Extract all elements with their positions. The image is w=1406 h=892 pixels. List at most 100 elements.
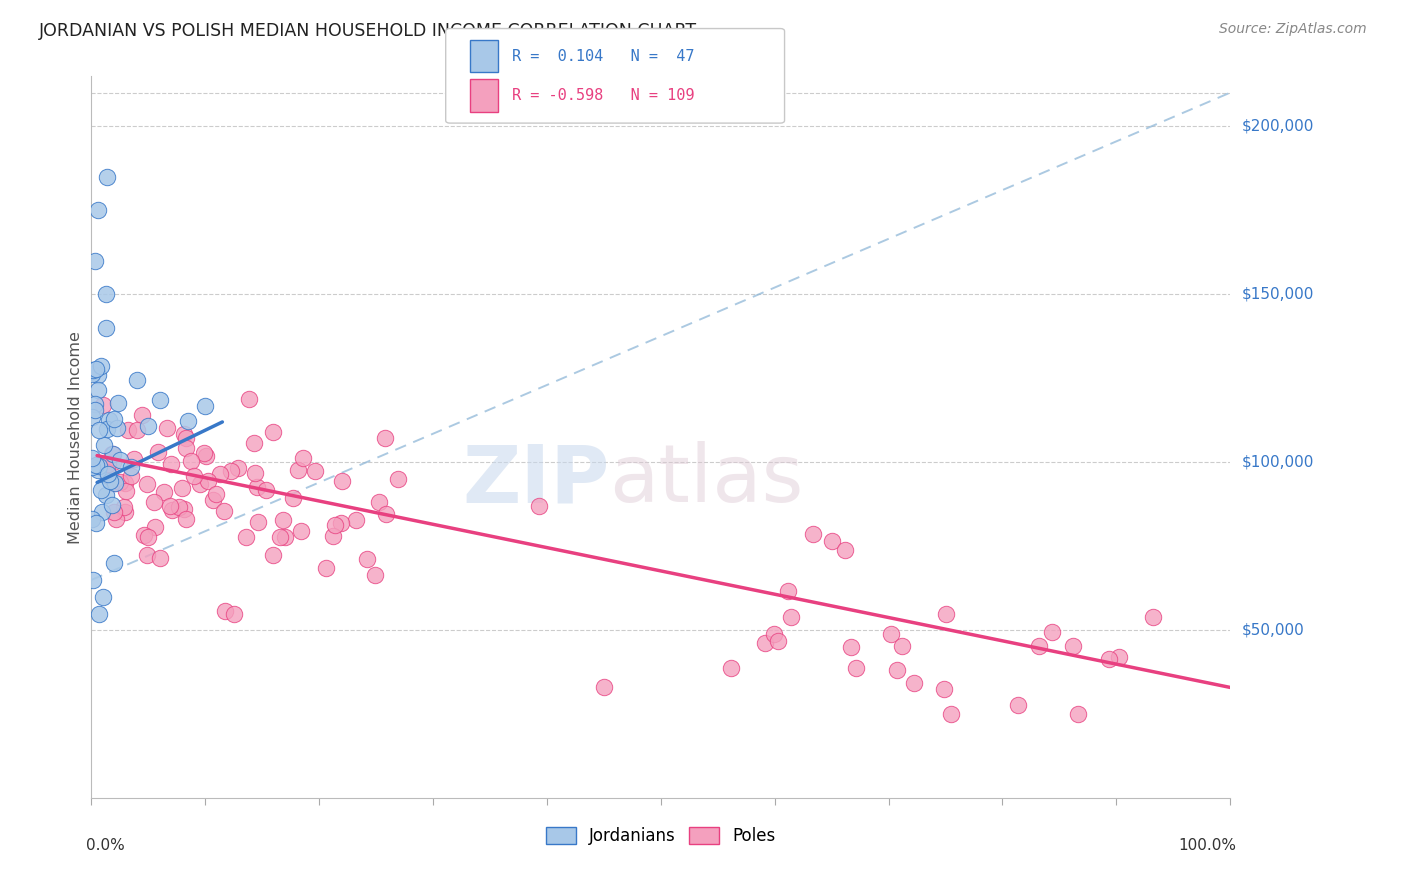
Point — [103, 505, 125, 519]
Point — [96, 422, 118, 436]
Point — [160, 457, 183, 471]
Point — [87, 203, 110, 218]
Point — [86, 362, 108, 376]
Point — [766, 634, 789, 648]
Point — [149, 392, 172, 407]
Point — [180, 454, 202, 468]
Point — [195, 449, 218, 463]
Point — [304, 464, 326, 478]
Point — [290, 524, 312, 538]
Point — [754, 636, 776, 650]
Point — [174, 431, 197, 445]
Point — [1062, 639, 1084, 653]
Point — [330, 474, 353, 488]
Point — [214, 604, 236, 618]
Point — [104, 476, 127, 491]
Point — [138, 418, 160, 433]
Point — [194, 400, 217, 414]
Point — [83, 402, 105, 417]
Point — [98, 474, 121, 488]
Point — [820, 533, 842, 548]
Point — [82, 451, 104, 466]
Point — [96, 466, 118, 480]
Point — [87, 463, 110, 477]
Point — [125, 423, 148, 437]
Point — [1007, 698, 1029, 712]
Point — [245, 480, 267, 494]
Point — [1098, 652, 1121, 666]
Point — [138, 530, 160, 544]
Point — [122, 452, 145, 467]
Point — [142, 494, 165, 508]
Point — [103, 556, 125, 570]
Point — [778, 584, 800, 599]
Point — [80, 368, 103, 382]
Point — [143, 519, 166, 533]
Point — [87, 607, 110, 621]
Point — [136, 476, 159, 491]
Text: JORDANIAN VS POLISH MEDIAN HOUSEHOLD INCOME CORRELATION CHART: JORDANIAN VS POLISH MEDIAN HOUSEHOLD INC… — [39, 22, 697, 40]
Point — [167, 500, 190, 514]
Point — [90, 359, 112, 373]
Point — [246, 516, 269, 530]
Point — [934, 682, 956, 697]
Point — [387, 472, 409, 486]
Legend: Jordanians, Poles: Jordanians, Poles — [538, 820, 783, 852]
Point — [934, 607, 956, 622]
Text: Source: ZipAtlas.com: Source: ZipAtlas.com — [1219, 22, 1367, 37]
Point — [939, 707, 962, 722]
Point — [96, 169, 118, 184]
Point — [174, 441, 197, 455]
Point — [91, 504, 114, 518]
Point — [108, 452, 131, 467]
Point — [80, 409, 103, 424]
Point — [94, 321, 117, 335]
Point — [208, 467, 231, 482]
Text: $150,000: $150,000 — [1241, 286, 1313, 301]
Point — [173, 426, 195, 441]
Point — [87, 423, 110, 437]
Point — [374, 431, 396, 445]
Point — [1066, 707, 1088, 722]
Point — [97, 457, 120, 471]
Point — [91, 398, 114, 412]
Point — [720, 661, 742, 675]
Point — [86, 458, 108, 473]
Point — [839, 640, 862, 655]
Point — [273, 530, 295, 544]
Point — [87, 384, 110, 398]
Point — [173, 501, 195, 516]
Point — [245, 467, 267, 481]
Point — [903, 676, 925, 690]
Point — [112, 500, 135, 515]
Point — [83, 397, 105, 411]
Point — [152, 484, 174, 499]
Point — [235, 530, 257, 544]
Point — [291, 450, 314, 465]
Point — [107, 396, 129, 410]
Point — [100, 498, 122, 512]
Point — [212, 503, 235, 517]
Point — [243, 436, 266, 450]
Point — [172, 481, 194, 495]
Point — [183, 468, 205, 483]
Point — [356, 551, 378, 566]
Point — [159, 499, 181, 513]
Point — [132, 528, 155, 542]
Point — [193, 446, 215, 460]
Point — [135, 549, 157, 563]
Point — [780, 610, 803, 624]
Point — [101, 447, 124, 461]
Point — [87, 458, 110, 473]
Point — [205, 486, 228, 500]
Point — [593, 681, 616, 695]
Point — [262, 425, 284, 439]
Point — [114, 484, 136, 499]
Point — [834, 543, 856, 558]
Text: 100.0%: 100.0% — [1178, 838, 1236, 853]
Point — [224, 607, 246, 622]
Point — [287, 462, 309, 476]
Point — [891, 640, 914, 654]
Point — [104, 512, 127, 526]
Point — [375, 507, 398, 521]
